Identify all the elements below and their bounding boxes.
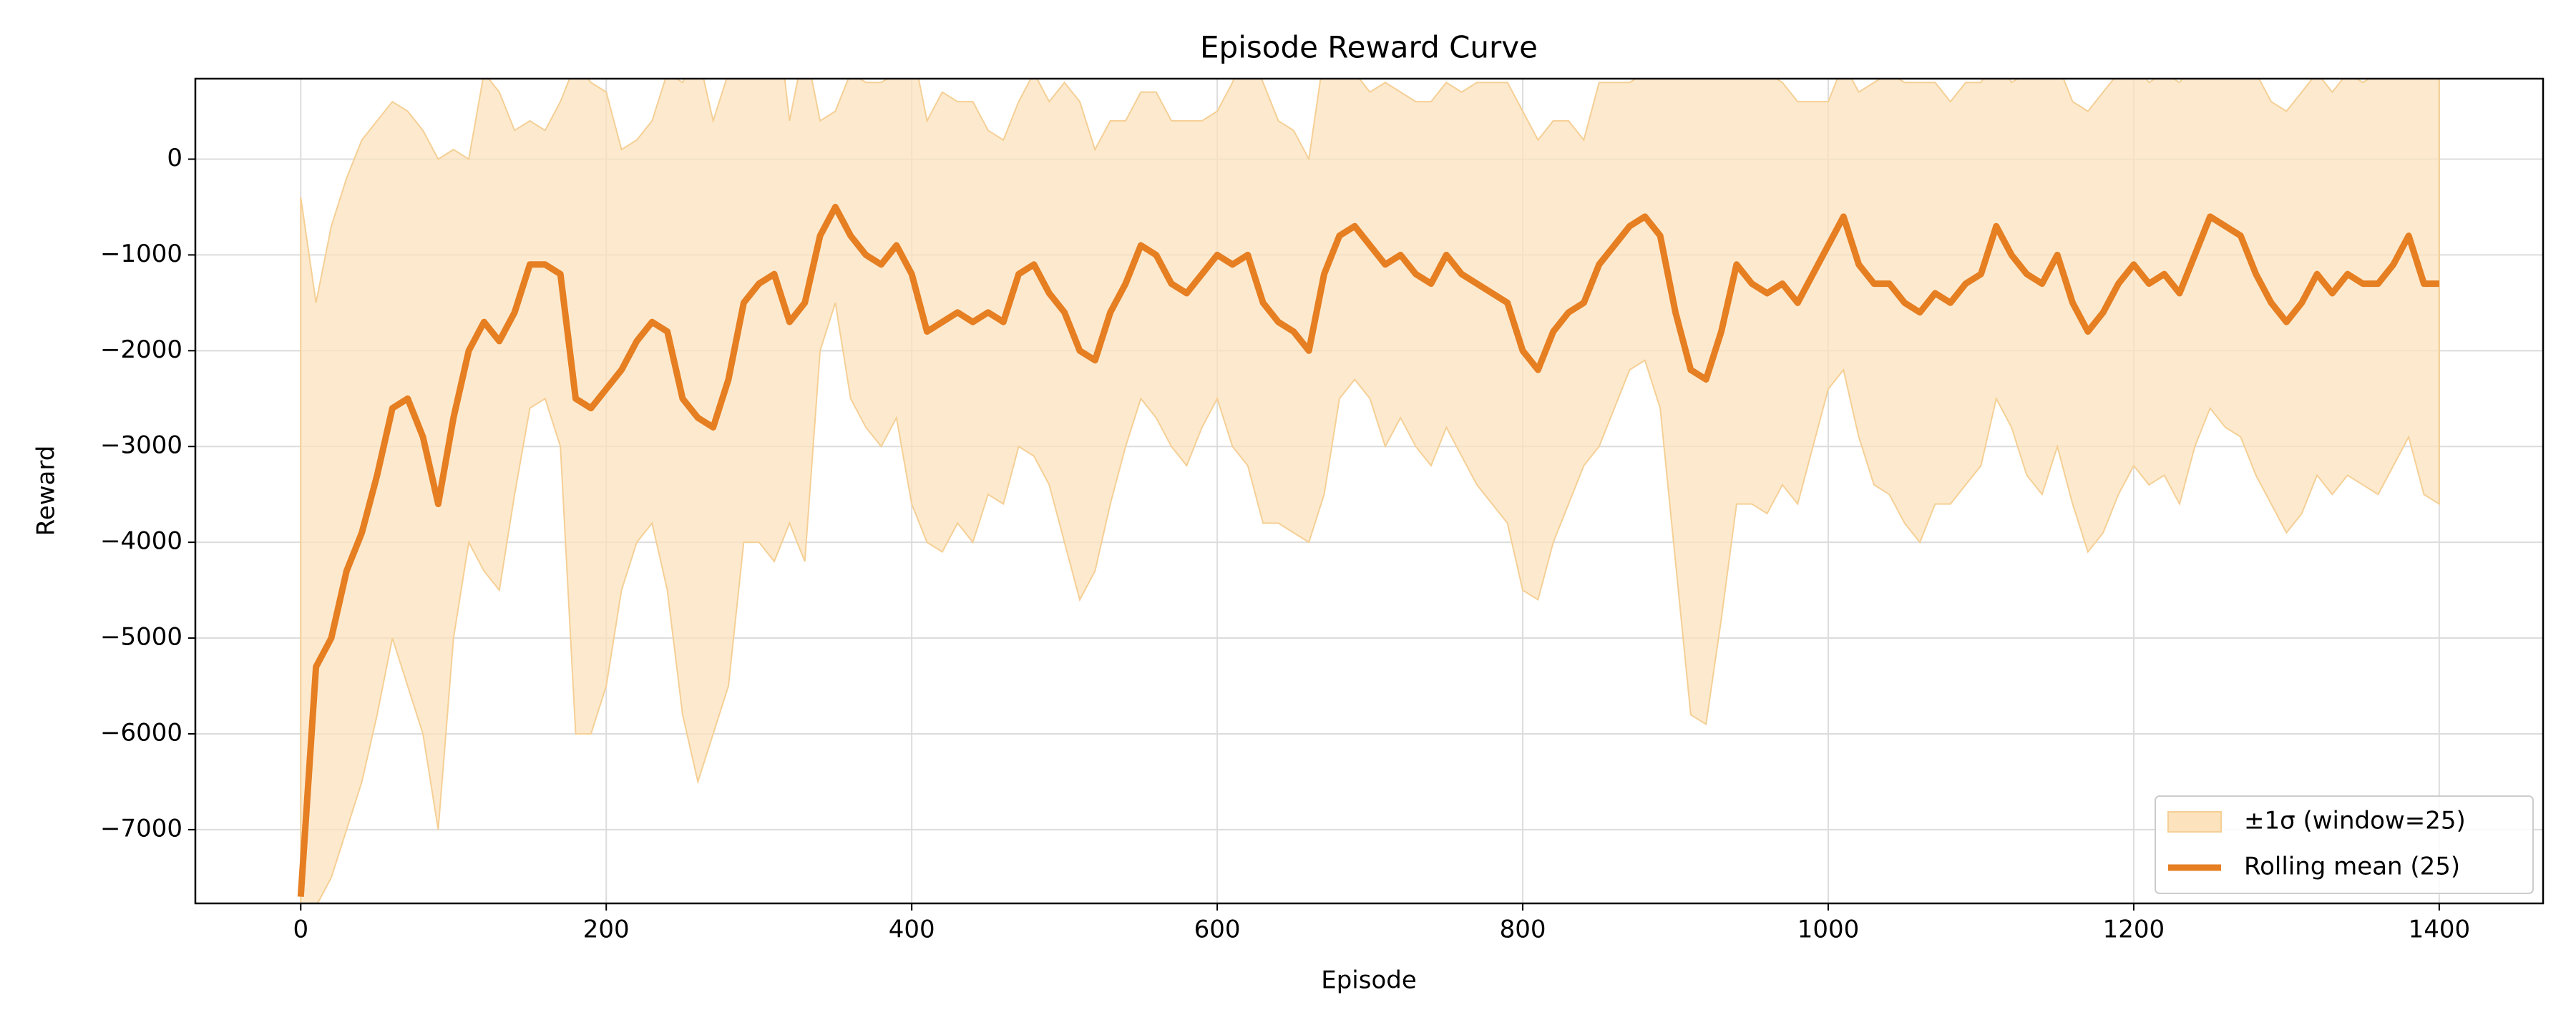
legend-swatch [2167, 811, 2222, 833]
band [300, 79, 2440, 903]
legend-label: ±1σ (window=25) [2244, 807, 2466, 835]
legend: ±1σ (window=25) Rolling mean (25) [2155, 795, 2534, 894]
x-tick-label: 200 [583, 916, 630, 944]
x-tick-label: 1000 [1797, 916, 1860, 944]
y-tick-label: −5000 [100, 623, 182, 652]
line [297, 203, 2439, 897]
ticks: −7000 −6000 −5000 −4000 −3000 −2000 −1000 0 0 200… [100, 144, 2470, 944]
x-tick-label: 600 [1194, 916, 1241, 944]
legend-box [2155, 795, 2534, 894]
y-tick-label: −1000 [100, 240, 182, 268]
y-tick-label: −6000 [100, 718, 182, 747]
plot-area [297, 79, 2440, 903]
axes-frame [194, 77, 2545, 905]
y-tick-label: 0 [167, 144, 182, 172]
y-tick-label: −3000 [100, 431, 182, 460]
x-tick-label: 800 [1500, 916, 1546, 944]
y-tick-label: −7000 [100, 814, 182, 843]
y-tick-label: −4000 [100, 527, 182, 556]
y-axis-label: Reward [32, 446, 61, 536]
y-tick-label: −2000 [100, 335, 182, 364]
x-tick-label: 0 [293, 916, 308, 944]
x-tick-label: 1200 [2103, 916, 2165, 944]
legend-label: Rolling mean (25) [2244, 853, 2460, 881]
x-tick-label: 400 [889, 916, 935, 944]
chart-title: Episode Reward Curve [1200, 30, 1538, 65]
x-axis-label: Episode [1321, 966, 1417, 995]
x-tick-label: 1400 [2409, 916, 2471, 944]
